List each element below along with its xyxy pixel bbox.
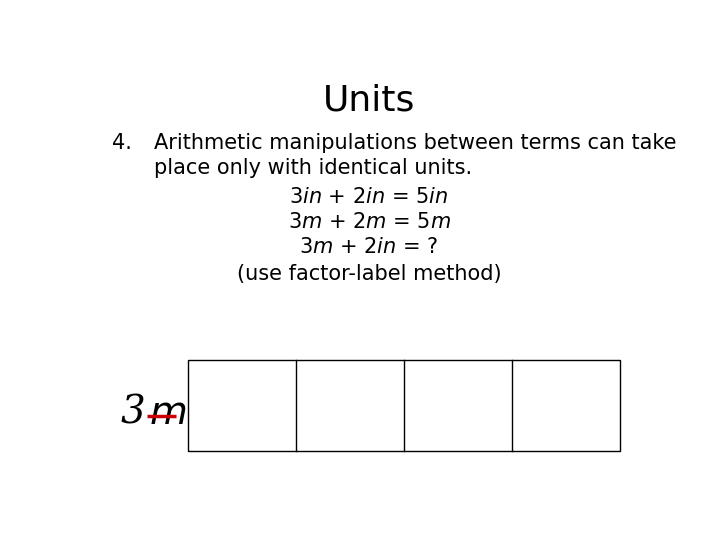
Text: 4.: 4. xyxy=(112,133,132,153)
Text: 3$\it{m}$ + 2$\it{in}$ = ?: 3$\it{m}$ + 2$\it{in}$ = ? xyxy=(300,238,438,258)
Text: Units: Units xyxy=(323,84,415,118)
Text: 3$\it{m}$ + 2$\it{m}$ = 5$\it{m}$: 3$\it{m}$ + 2$\it{m}$ = 5$\it{m}$ xyxy=(287,212,451,232)
Text: $\it{m}$: $\it{m}$ xyxy=(148,395,186,431)
Text: 3$\it{in}$ + 2$\it{in}$ = 5$\it{in}$: 3$\it{in}$ + 2$\it{in}$ = 5$\it{in}$ xyxy=(289,187,449,207)
Text: (use factor-label method): (use factor-label method) xyxy=(237,265,501,285)
Bar xyxy=(188,360,620,451)
Text: 3: 3 xyxy=(121,395,145,431)
Text: Arithmetic manipulations between terms can take: Arithmetic manipulations between terms c… xyxy=(154,133,677,153)
Text: place only with identical units.: place only with identical units. xyxy=(154,158,472,178)
